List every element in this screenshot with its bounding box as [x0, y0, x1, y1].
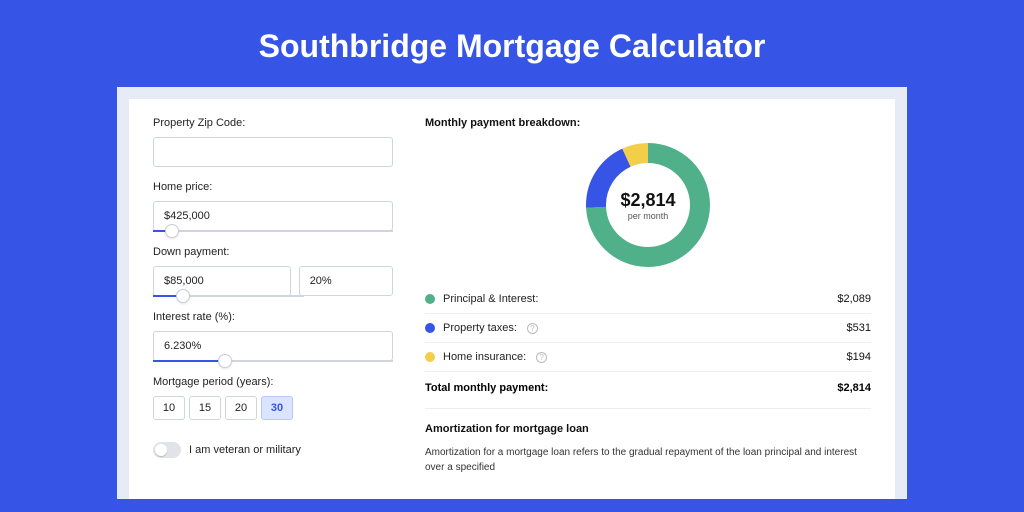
- total-value: $2,814: [837, 382, 871, 394]
- legend-label: Property taxes:: [443, 322, 517, 334]
- legend: Principal & Interest: $2,089 Property taxe…: [425, 285, 871, 372]
- total-row: Total monthly payment: $2,814: [425, 372, 871, 408]
- legend-value: $194: [847, 351, 871, 363]
- zip-label: Property Zip Code:: [153, 117, 393, 129]
- slider-thumb[interactable]: [165, 224, 179, 238]
- legend-label: Home insurance:: [443, 351, 526, 363]
- breakdown-column: Monthly payment breakdown: $2,814 per mo…: [425, 117, 871, 499]
- breakdown-title: Monthly payment breakdown:: [425, 117, 871, 129]
- period-option-20[interactable]: 20: [225, 396, 257, 420]
- zip-input[interactable]: [153, 137, 393, 167]
- donut-sub: per month: [628, 211, 669, 221]
- legend-dot: [425, 323, 435, 333]
- amortization-title: Amortization for mortgage loan: [425, 408, 871, 435]
- legend-dot: [425, 352, 435, 362]
- period-option-30[interactable]: 30: [261, 396, 293, 420]
- interest-rate-label: Interest rate (%):: [153, 311, 393, 323]
- page-title: Southbridge Mortgage Calculator: [0, 0, 1024, 87]
- legend-label: Principal & Interest:: [443, 293, 538, 305]
- legend-row: Principal & Interest: $2,089: [425, 285, 871, 314]
- amortization-text: Amortization for a mortgage loan refers …: [425, 445, 871, 475]
- payment-donut-chart: $2,814 per month: [586, 143, 710, 267]
- donut-amount: $2,814: [620, 190, 675, 211]
- veteran-label: I am veteran or military: [189, 444, 301, 456]
- legend-dot: [425, 294, 435, 304]
- legend-value: $2,089: [837, 293, 871, 305]
- period-options: 10152030: [153, 396, 393, 420]
- period-option-10[interactable]: 10: [153, 396, 185, 420]
- legend-row: Property taxes:? $531: [425, 314, 871, 343]
- card-wrap: Property Zip Code: Home price: Down paym…: [117, 87, 907, 499]
- legend-value: $531: [847, 322, 871, 334]
- period-label: Mortgage period (years):: [153, 376, 393, 388]
- home-price-slider[interactable]: [153, 230, 393, 232]
- period-option-15[interactable]: 15: [189, 396, 221, 420]
- slider-thumb[interactable]: [218, 354, 232, 368]
- home-price-input[interactable]: [153, 201, 393, 231]
- help-icon[interactable]: ?: [536, 352, 547, 363]
- down-payment-label: Down payment:: [153, 246, 393, 258]
- total-label: Total monthly payment:: [425, 382, 548, 394]
- legend-row: Home insurance:? $194: [425, 343, 871, 372]
- veteran-toggle[interactable]: [153, 442, 181, 458]
- help-icon[interactable]: ?: [527, 323, 538, 334]
- interest-rate-slider[interactable]: [153, 360, 393, 362]
- down-payment-amount-input[interactable]: [153, 266, 291, 296]
- down-payment-slider[interactable]: [153, 295, 304, 297]
- down-payment-percent-input[interactable]: [299, 266, 393, 296]
- calculator-card: Property Zip Code: Home price: Down paym…: [129, 99, 895, 499]
- slider-thumb[interactable]: [176, 289, 190, 303]
- home-price-label: Home price:: [153, 181, 393, 193]
- toggle-knob: [155, 444, 167, 456]
- interest-rate-input[interactable]: [153, 331, 393, 361]
- inputs-column: Property Zip Code: Home price: Down paym…: [153, 117, 393, 499]
